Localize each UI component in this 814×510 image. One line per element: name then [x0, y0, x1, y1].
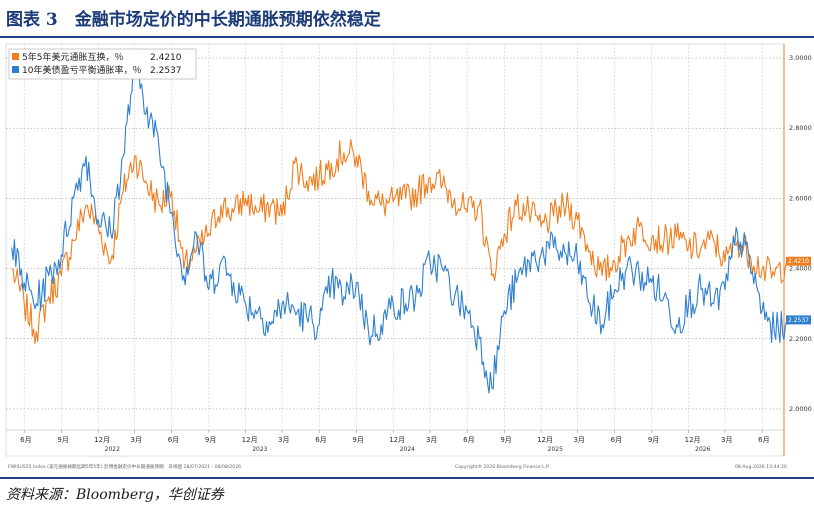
last-value-tags: 2.4210 2.2537 — [786, 256, 811, 325]
x-tick-label: 6月 — [463, 436, 474, 444]
x-year-label: 2026 — [695, 446, 710, 453]
y-tick-label: 3.0000 — [789, 54, 812, 62]
series-line-5y5y-swap — [11, 139, 788, 345]
y-tick-label: 2.6000 — [789, 194, 812, 202]
legend-label-5y5y: 5年5年美元通胀互换，％ — [22, 51, 123, 63]
y-tick-label: 2.0000 — [789, 405, 812, 413]
legend-value-10y: 2.2537 — [150, 66, 182, 76]
x-tick-label: 6月 — [168, 436, 179, 444]
legend-value-5y5y: 2.4210 — [150, 53, 182, 63]
y-tick-label: 2.2000 — [789, 335, 812, 343]
series-lines — [11, 58, 788, 394]
x-tick-label: 3月 — [131, 436, 142, 444]
footer-copyright: Copyright® 2026 Bloomberg Finance L.P. — [455, 463, 550, 470]
footer-left: FWISUS55 Index (美元通胀掉期远期5年5年) 彭博金融定价中长期通… — [8, 463, 241, 470]
legend: 5年5年美元通胀互换，％ 2.4210 10年美债盈亏平衡通胀率，％ 2.253… — [8, 48, 197, 80]
x-tick-label: 12月 — [537, 436, 553, 444]
x-tick-label: 9月 — [648, 436, 659, 444]
legend-swatch-5y5y — [12, 53, 19, 60]
footer-timestamp: 08-Aug-2026 13:44:20 — [735, 464, 787, 470]
figure-title: 图表 3 金融市场定价的中长期通胀预期依然稳定 — [6, 10, 381, 30]
y-axis: 2.0000 2.2000 2.4000 2.6000 2.8000 3.0000 — [789, 54, 812, 413]
x-tick-label: 9月 — [500, 436, 511, 444]
x-tick-label: 3月 — [426, 436, 437, 444]
legend-box — [8, 48, 197, 80]
x-year-label: 2023 — [252, 446, 267, 453]
x-tick-label: 3月 — [721, 436, 732, 444]
x-axis: 6月 9月 12月 3月 6月 9月 12月 3月 6月 9月 12月 3月 6月 9月 12月 3月 6月 9月… — [6, 429, 784, 453]
last-value-text-5y5y: 2.4210 — [788, 258, 809, 265]
legend-swatch-10y — [12, 66, 19, 73]
x-year-label: 2024 — [400, 446, 415, 453]
x-year-label: 2022 — [105, 446, 120, 453]
x-tick-label: 9月 — [352, 436, 363, 444]
y-tick-label: 2.8000 — [789, 124, 812, 132]
series-line-10y-breakeven — [11, 58, 788, 394]
x-tick-label: 9月 — [205, 436, 216, 444]
x-tick-label: 6月 — [758, 436, 769, 444]
source-divider — [0, 477, 814, 479]
x-tick-label: 6月 — [315, 436, 326, 444]
x-tick-label: 6月 — [20, 436, 31, 444]
x-tick-label: 12月 — [94, 436, 110, 444]
last-value-text-10y: 2.2537 — [788, 317, 809, 324]
source-note: 资料来源：Bloomberg，华创证券 — [6, 487, 224, 503]
grid — [6, 44, 784, 430]
inflation-expectation-chart: 2.0000 2.2000 2.4000 2.6000 2.8000 3.0000 6月 9… — [5, 43, 812, 470]
x-tick-label: 12月 — [685, 436, 701, 444]
x-tick-label: 12月 — [389, 436, 405, 444]
x-tick-label: 12月 — [242, 436, 258, 444]
last-value-tag-10y — [786, 315, 811, 325]
y-tick-label: 2.4000 — [789, 265, 812, 273]
x-year-label: 2025 — [548, 446, 563, 453]
x-tick-label: 6月 — [611, 436, 622, 444]
x-tick-label: 3月 — [278, 436, 289, 444]
title-divider — [0, 36, 814, 38]
legend-label-10y: 10年美债盈亏平衡通胀率，％ — [22, 64, 141, 76]
x-tick-label: 3月 — [573, 436, 584, 444]
last-value-tag-5y5y — [786, 256, 811, 266]
x-tick-label: 9月 — [57, 436, 68, 444]
